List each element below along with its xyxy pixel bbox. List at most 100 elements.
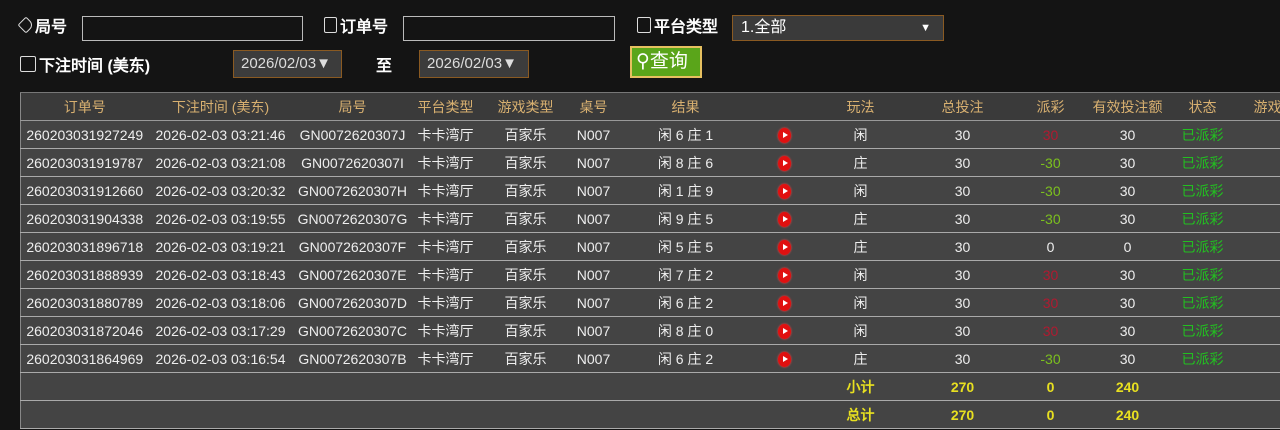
bet-type-cell: 庄 (812, 204, 909, 233)
total-bet-cell: 30 (908, 120, 1017, 149)
game-type-cell: 百家乐 (478, 148, 573, 177)
empty-cell (572, 400, 615, 429)
status-cell: 已派彩 (1170, 288, 1235, 317)
bet-time-cell: 2026-02-03 03:21:46 (148, 120, 293, 149)
order-id-cell: 260203031864969 (20, 344, 149, 373)
search-icon: ⚲ (636, 51, 650, 72)
platform-cell: 卡卡湾厅 (412, 232, 479, 261)
round-id-cell: GN0072620307E (292, 260, 413, 289)
empty-cell (614, 372, 757, 401)
column-header: 桌号 (572, 92, 615, 121)
table-no-cell: N007 (572, 120, 615, 149)
extra-cell (1234, 120, 1280, 149)
play-cell[interactable] (756, 148, 813, 177)
round-id-cell: GN0072620307I (292, 148, 413, 177)
round-label-text: 局号 (35, 19, 68, 36)
empty-cell (20, 372, 149, 401)
round-input[interactable] (82, 16, 303, 41)
play-cell[interactable] (756, 316, 813, 345)
bet-type-cell: 闲 (812, 260, 909, 289)
status-cell: 已派彩 (1170, 148, 1235, 177)
game-type-cell: 百家乐 (478, 260, 573, 289)
time-label: 下注时间 (美东) (20, 52, 150, 76)
query-button[interactable]: ⚲查询 (630, 46, 702, 78)
valid-bet-cell: 30 (1084, 344, 1171, 373)
game-type-cell: 百家乐 (478, 288, 573, 317)
round-label: 局号 (17, 13, 68, 37)
extra-cell (1234, 232, 1280, 261)
play-video-icon[interactable] (778, 351, 791, 367)
order-label: 订单号 (324, 13, 388, 37)
bet-time-cell: 2026-02-03 03:19:55 (148, 204, 293, 233)
payout-cell: -30 (1016, 176, 1085, 205)
play-video-icon[interactable] (778, 155, 791, 171)
extra-cell (1234, 176, 1280, 205)
play-cell[interactable] (756, 176, 813, 205)
result-cell: 闲 1 庄 9 (614, 176, 757, 205)
play-cell[interactable] (756, 344, 813, 373)
column-header: 平台类型 (412, 92, 479, 121)
play-video-icon[interactable] (778, 295, 791, 311)
empty-cell (412, 400, 479, 429)
date-to-picker[interactable]: 2026/02/03▼ (419, 50, 529, 78)
play-cell[interactable] (756, 120, 813, 149)
column-header: 下注时间 (美东) (148, 92, 293, 121)
column-header: 有效投注额 (1084, 92, 1171, 121)
empty-cell (1170, 372, 1235, 401)
valid-bet-cell: 30 (1084, 288, 1171, 317)
order-input[interactable] (403, 16, 615, 41)
column-header: 派彩 (1016, 92, 1085, 121)
column-header: 局号 (292, 92, 413, 121)
platform-select[interactable]: 1.全部 ▼ (732, 15, 944, 41)
round-id-cell: GN0072620307G (292, 204, 413, 233)
payout-cell: -30 (1016, 344, 1085, 373)
play-video-icon[interactable] (778, 323, 791, 339)
round-id-cell: GN0072620307B (292, 344, 413, 373)
platform-cell: 卡卡湾厅 (412, 344, 479, 373)
table-no-cell: N007 (572, 260, 615, 289)
to-label: 至 (376, 58, 393, 75)
subtotal-payout: 0 (1016, 372, 1085, 401)
table-row: 260203031864969 2026-02-03 03:16:54 GN0072… (20, 344, 1280, 373)
empty-cell (614, 400, 757, 429)
empty-cell (20, 400, 149, 429)
round-id-cell: GN0072620307F (292, 232, 413, 261)
play-cell[interactable] (756, 260, 813, 289)
table-no-cell: N007 (572, 148, 615, 177)
play-video-icon[interactable] (778, 127, 791, 143)
empty-cell (1234, 400, 1280, 429)
empty-cell (148, 372, 293, 401)
play-video-icon[interactable] (778, 211, 791, 227)
total-valid-bet: 240 (1084, 400, 1171, 429)
status-cell: 已派彩 (1170, 204, 1235, 233)
status-cell: 已派彩 (1170, 176, 1235, 205)
bet-time-cell: 2026-02-03 03:16:54 (148, 344, 293, 373)
empty-cell (572, 372, 615, 401)
play-video-icon[interactable] (778, 267, 791, 283)
status-cell: 已派彩 (1170, 120, 1235, 149)
payout-cell: 30 (1016, 316, 1085, 345)
order-id-cell: 260203031912660 (20, 176, 149, 205)
bet-time-cell: 2026-02-03 03:19:21 (148, 232, 293, 261)
play-cell[interactable] (756, 204, 813, 233)
empty-cell (148, 400, 293, 429)
table-row: 260203031872046 2026-02-03 03:17:29 GN0072… (20, 316, 1280, 345)
total-bet-cell: 30 (908, 148, 1017, 177)
bet-type-cell: 闲 (812, 176, 909, 205)
total-bet-cell: 30 (908, 316, 1017, 345)
play-video-icon[interactable] (778, 239, 791, 255)
status-cell: 已派彩 (1170, 344, 1235, 373)
extra-cell (1234, 204, 1280, 233)
play-video-icon[interactable] (778, 183, 791, 199)
valid-bet-cell: 30 (1084, 260, 1171, 289)
table-row: 260203031904338 2026-02-03 03:19:55 GN0072… (20, 204, 1280, 233)
order-id-cell: 260203031919787 (20, 148, 149, 177)
play-cell[interactable] (756, 288, 813, 317)
total-label: 总计 (812, 400, 909, 429)
play-cell[interactable] (756, 232, 813, 261)
date-from-picker[interactable]: 2026/02/03▼ (233, 50, 342, 78)
payout-cell: 30 (1016, 260, 1085, 289)
total-total-bet: 270 (908, 400, 1017, 429)
round-id-cell: GN0072620307H (292, 176, 413, 205)
game-type-cell: 百家乐 (478, 204, 573, 233)
